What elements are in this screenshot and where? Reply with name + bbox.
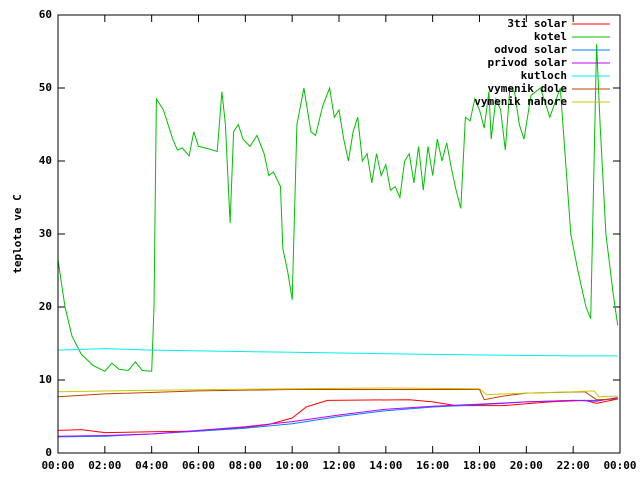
- x-tick-label: 00:00: [41, 459, 74, 472]
- x-tick-label: 02:00: [88, 459, 121, 472]
- series-line: [57, 389, 618, 401]
- y-tick-label: 0: [45, 446, 52, 459]
- legend-label: privod solar: [488, 56, 568, 69]
- series-line: [57, 44, 619, 372]
- y-tick-label: 60: [39, 8, 52, 21]
- x-tick-label: 04:00: [135, 459, 168, 472]
- y-tick-label: 30: [39, 227, 52, 240]
- legend-label: 3ti solar: [507, 17, 567, 30]
- x-tick-label: 14:00: [369, 459, 402, 472]
- series-line: [57, 398, 618, 434]
- legend-label: kutloch: [521, 69, 567, 82]
- x-tick-label: 22:00: [557, 459, 590, 472]
- x-tick-label: 16:00: [416, 459, 449, 472]
- x-tick-label: 12:00: [322, 459, 355, 472]
- legend-label: vymenik nahore: [474, 95, 567, 108]
- legend-label: kotel: [534, 30, 567, 43]
- x-tick-label: 00:00: [603, 459, 636, 472]
- legend-label: odvod solar: [494, 43, 567, 56]
- y-tick-label: 50: [39, 81, 52, 94]
- series-line: [57, 397, 618, 437]
- y-axis-label: teplota ve C: [11, 194, 24, 273]
- x-tick-label: 20:00: [510, 459, 543, 472]
- plot-border: [57, 14, 621, 454]
- x-tick-label: 06:00: [182, 459, 215, 472]
- y-tick-label: 20: [39, 300, 52, 313]
- x-tick-label: 10:00: [276, 459, 309, 472]
- series-line: [57, 348, 618, 357]
- x-tick-label: 18:00: [463, 459, 496, 472]
- x-tick-label: 08:00: [229, 459, 262, 472]
- series-line: [57, 387, 618, 398]
- y-tick-label: 10: [39, 373, 52, 386]
- legend-label: vymenik dole: [488, 82, 568, 95]
- y-tick-label: 40: [39, 154, 52, 167]
